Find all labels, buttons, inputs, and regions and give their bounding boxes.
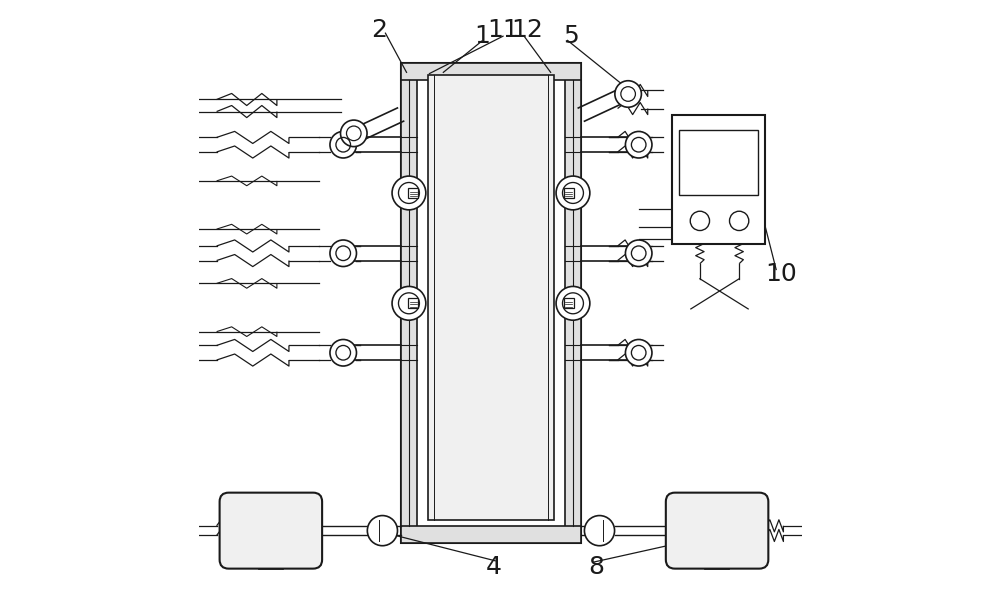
Bar <box>565 63 581 543</box>
Circle shape <box>625 240 652 267</box>
Bar <box>401 526 581 543</box>
Text: 1: 1 <box>474 24 490 48</box>
Text: 5: 5 <box>563 24 578 48</box>
Bar <box>401 63 581 80</box>
Text: 2: 2 <box>371 18 387 42</box>
Circle shape <box>330 339 356 366</box>
Circle shape <box>584 516 615 546</box>
FancyBboxPatch shape <box>220 493 322 569</box>
Text: 4: 4 <box>486 555 502 579</box>
Bar <box>679 130 758 195</box>
FancyBboxPatch shape <box>666 493 768 569</box>
Bar <box>401 63 417 543</box>
Circle shape <box>330 240 356 267</box>
Circle shape <box>556 176 590 210</box>
Circle shape <box>690 211 710 230</box>
Bar <box>564 298 574 309</box>
Circle shape <box>730 211 749 230</box>
Bar <box>672 115 765 244</box>
Circle shape <box>625 131 652 158</box>
Circle shape <box>556 286 590 320</box>
Bar <box>408 188 418 198</box>
Circle shape <box>392 176 426 210</box>
Circle shape <box>625 339 652 366</box>
Bar <box>428 75 554 520</box>
Circle shape <box>367 516 397 546</box>
Text: 10: 10 <box>765 262 797 286</box>
Bar <box>408 298 418 309</box>
Bar <box>401 63 581 543</box>
Circle shape <box>392 286 426 320</box>
Circle shape <box>341 120 367 147</box>
Circle shape <box>330 131 356 158</box>
Text: 11: 11 <box>487 18 519 42</box>
Bar <box>564 188 574 198</box>
Text: 12: 12 <box>511 18 543 42</box>
Text: 8: 8 <box>588 555 604 579</box>
Circle shape <box>615 81 641 107</box>
